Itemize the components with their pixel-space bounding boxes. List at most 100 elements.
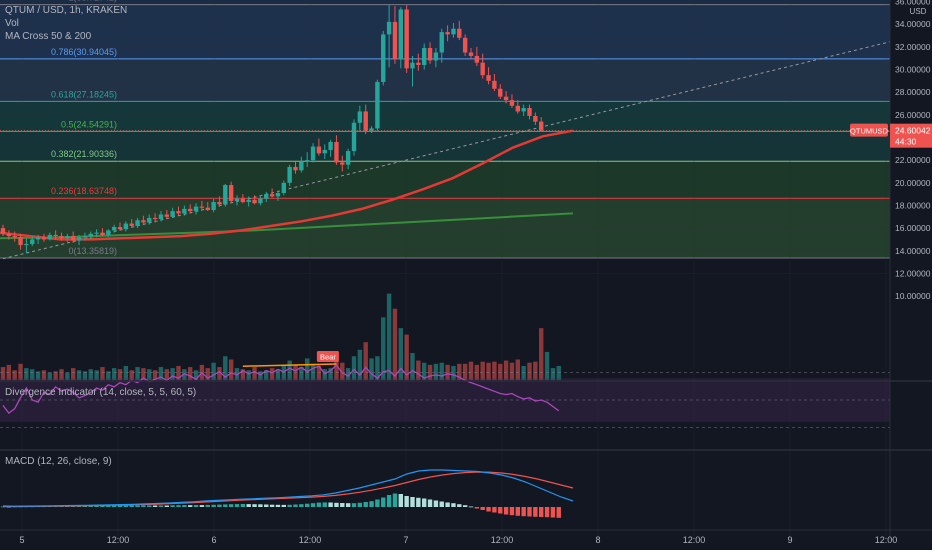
macd-histogram-bar: [363, 502, 368, 507]
volume-bar: [258, 371, 263, 380]
candle: [111, 224, 117, 233]
volume-bar: [509, 362, 515, 380]
fib-level-label[interactable]: 0.618(27.18245): [51, 89, 117, 99]
candle-body: [170, 211, 175, 217]
volume-bar: [340, 362, 345, 380]
candle: [269, 188, 275, 198]
macd-histogram-bar: [100, 505, 105, 507]
price-axis-bg: [890, 0, 932, 550]
candle: [357, 105, 363, 131]
volume-bar: [293, 364, 298, 380]
candle-body: [515, 105, 520, 112]
volume-bar: [310, 363, 316, 380]
volume-bar: [527, 362, 532, 380]
candle: [240, 194, 246, 204]
macd-histogram-bar: [182, 505, 187, 507]
candle-body: [152, 217, 158, 220]
volume-bar: [550, 368, 556, 380]
macd-histogram-bar: [176, 505, 181, 507]
candle-body: [6, 233, 12, 237]
macd-histogram-bar: [422, 498, 427, 507]
time-tick-label: 12:00: [683, 535, 706, 545]
candle: [182, 205, 187, 216]
macd-histogram-bar: [193, 505, 199, 507]
candle-body: [392, 21, 398, 60]
candle-body: [141, 220, 146, 223]
candle-body: [211, 202, 216, 210]
candle-body: [433, 52, 439, 61]
candle-body: [158, 214, 164, 220]
macd-histogram-bar: [164, 505, 169, 507]
candle: [53, 230, 58, 240]
volume-bar: [468, 361, 474, 380]
volume-label[interactable]: Vol: [5, 18, 19, 29]
fib-level-label[interactable]: 0(13.35819): [68, 246, 117, 256]
macd-histogram-bar: [147, 505, 152, 507]
volume-bar: [345, 368, 351, 380]
macd-histogram-bar: [269, 504, 275, 507]
macd-histogram-bar: [492, 507, 497, 513]
macd-histogram-bar: [556, 507, 561, 518]
volume-bar: [410, 353, 415, 380]
macd-histogram-bar: [521, 507, 526, 517]
symbol-title[interactable]: QTUM / USD, 1h, KRAKEN: [5, 5, 128, 16]
candle: [439, 28, 444, 63]
volume-bar: [375, 356, 380, 380]
volume-bar: [451, 365, 456, 380]
candle-body: [82, 236, 88, 238]
fib-zone-top: [0, 0, 890, 5]
candle-body: [12, 236, 17, 238]
fib-level-label[interactable]: 1(35.72742): [68, 0, 117, 3]
candle-body: [381, 34, 386, 82]
price-tick-label: 16.00000: [895, 223, 931, 233]
volume-bar: [386, 293, 392, 380]
macd-histogram-bar: [503, 507, 509, 515]
candle: [392, 6, 398, 64]
macd-histogram-bar: [398, 494, 403, 507]
candle: [451, 23, 456, 38]
fib-level-label[interactable]: 0.236(18.63748): [51, 186, 117, 196]
macd-histogram-bar: [252, 504, 257, 507]
divergence-label[interactable]: Divergence Indicator (14, close, 5, 5, 6…: [5, 387, 197, 398]
candle-body: [41, 237, 47, 240]
macd-histogram-bar: [258, 504, 263, 507]
candle-body: [106, 230, 111, 235]
fib-level-label[interactable]: 0.786(30.94045): [51, 47, 117, 57]
volume-bar: [152, 370, 158, 380]
volume-bar: [170, 368, 175, 380]
macd-histogram-bar: [281, 504, 286, 507]
candle-body: [205, 207, 210, 210]
ma-cross-label[interactable]: MA Cross 50 & 200: [5, 31, 92, 42]
fib-level-label[interactable]: 0.382(21.90336): [51, 149, 117, 159]
candle-body: [439, 32, 444, 53]
fib-level-label[interactable]: 0.5(24.54291): [61, 119, 117, 129]
fib-zone: [0, 101, 890, 132]
candle: [223, 183, 228, 207]
candle-body: [269, 194, 275, 197]
volume-bar: [164, 369, 169, 380]
macd-histogram-bar: [88, 505, 93, 507]
candle-body: [398, 9, 403, 60]
macd-histogram-bar: [375, 499, 380, 507]
volume-bar: [65, 372, 70, 380]
candle-body: [65, 236, 70, 239]
candle: [6, 230, 12, 240]
volume-bar: [503, 360, 509, 380]
candle-body: [357, 111, 363, 123]
divergence-pane: 75.0050.0025.00Bear: [0, 351, 917, 432]
macd-histogram-bar: [111, 505, 117, 507]
volume-bar: [205, 368, 210, 380]
macd-histogram-bar: [82, 505, 88, 507]
macd-histogram-bar: [234, 504, 240, 507]
volume-bar: [433, 363, 439, 380]
volume-bar: [123, 365, 129, 380]
candle: [117, 222, 123, 231]
volume-bar: [363, 342, 368, 380]
candle-body: [18, 237, 23, 246]
candle: [188, 204, 193, 214]
macd-label[interactable]: MACD (12, 26, close, 9): [5, 456, 112, 467]
candle-body: [422, 47, 427, 65]
candle-body: [0, 228, 6, 234]
candle-body: [264, 194, 269, 199]
